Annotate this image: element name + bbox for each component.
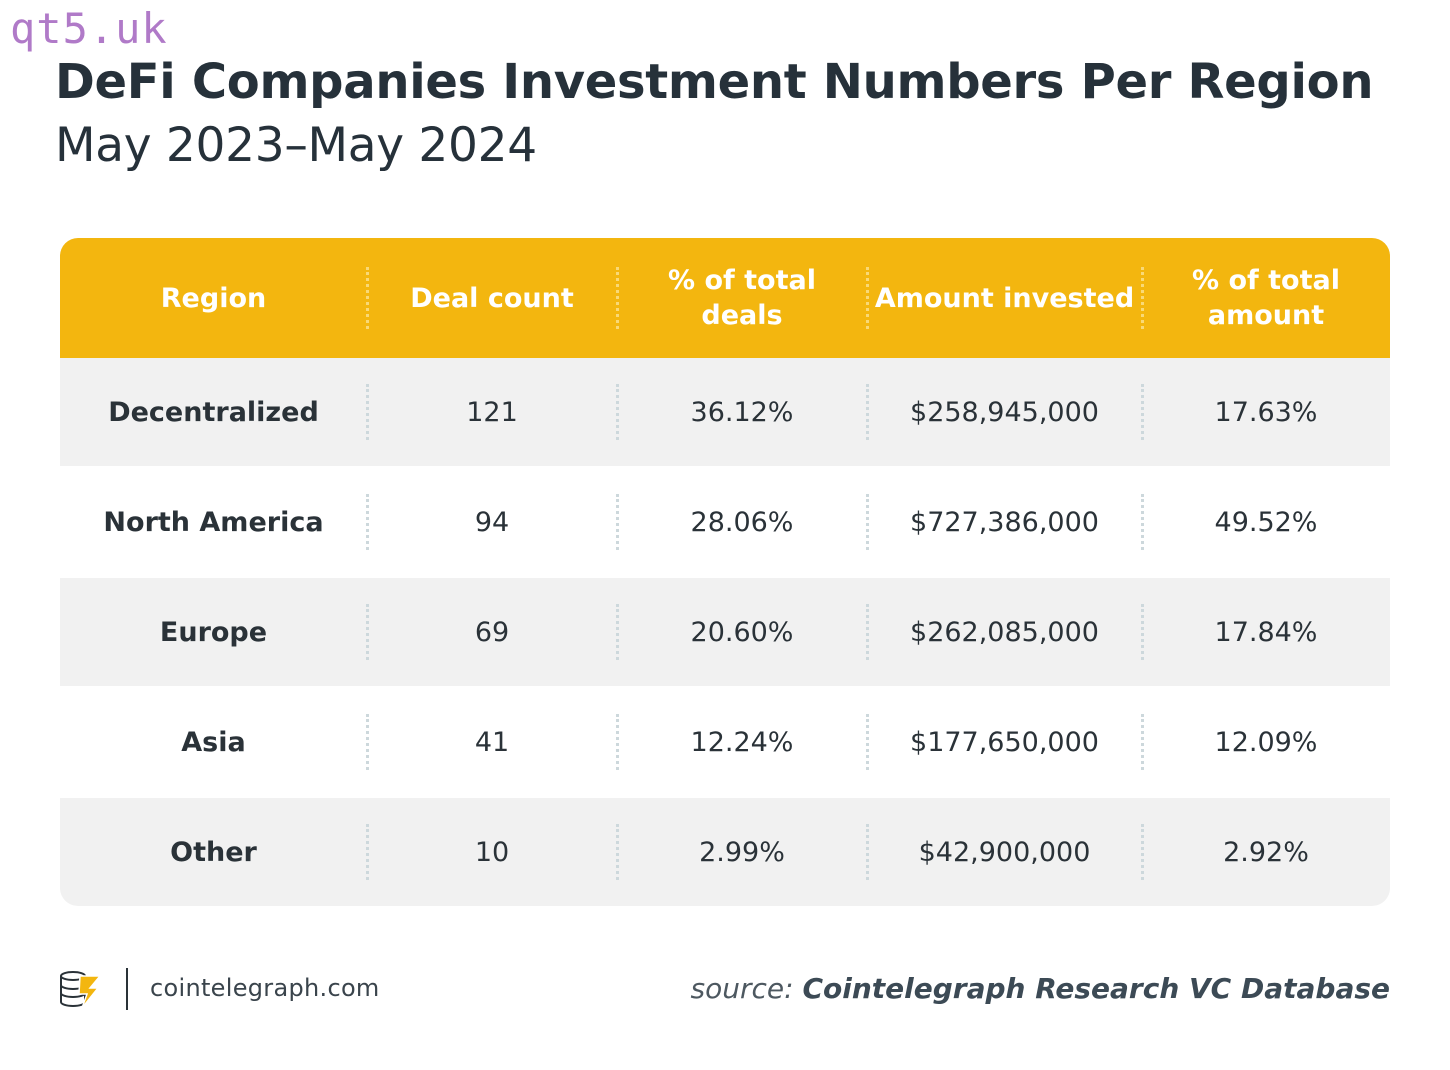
column-divider [1141,714,1144,770]
pct-deals-cell: 12.24% [690,726,794,758]
table-row: Decentralized 121 36.12% $258,945,000 17… [60,358,1390,466]
pct-deals-cell: 2.99% [699,836,785,868]
column-divider [1141,267,1144,329]
column-header-deal-count: Deal count [410,282,574,314]
column-divider [1141,824,1144,880]
deal-count-cell: 94 [474,506,510,538]
source-prefix: source: [690,972,794,1005]
pct-amount-cell: 49.52% [1214,506,1318,538]
source-name: Cointelegraph Research VC Database [802,972,1390,1005]
column-divider [366,714,369,770]
footer-site-link[interactable]: cointelegraph.com [150,974,380,1002]
column-divider [366,604,369,660]
column-header-region: Region [160,282,267,314]
watermark: qt5.uk [10,4,168,53]
pct-deals-cell: 20.60% [690,616,794,648]
pct-deals-cell: 28.06% [690,506,794,538]
region-cell: Asia [181,726,246,758]
column-divider [866,604,869,660]
table-row: Asia 41 12.24% $177,650,000 12.09% [60,686,1390,798]
column-divider [616,267,619,329]
region-cell: Other [170,836,257,868]
chart-title: DeFi Companies Investment Numbers Per Re… [55,54,1374,110]
column-divider [1141,494,1144,550]
region-cell: Decentralized [108,396,319,428]
column-divider [866,714,869,770]
column-divider [366,384,369,440]
pct-amount-cell: 2.92% [1223,836,1309,868]
column-divider [1141,384,1144,440]
region-cell: Europe [159,616,268,648]
column-divider [1141,604,1144,660]
footer-divider [126,968,128,1010]
table-row: Other 10 2.99% $42,900,000 2.92% [60,798,1390,906]
column-divider [866,494,869,550]
deal-count-cell: 121 [466,396,518,428]
column-divider [866,267,869,329]
table-row: North America 94 28.06% $727,386,000 49.… [60,466,1390,578]
column-header-pct-amount: % of total amount [1192,265,1340,331]
column-header-amount: Amount invested [874,282,1135,314]
amount-cell: $258,945,000 [910,396,1099,428]
deal-count-cell: 69 [474,616,510,648]
pct-amount-cell: 12.09% [1214,726,1318,758]
deal-count-cell: 10 [474,836,510,868]
column-divider [366,267,369,329]
cointelegraph-logo-icon [60,971,102,1009]
column-divider [366,824,369,880]
column-divider [616,604,619,660]
amount-cell: $42,900,000 [918,836,1091,868]
data-table: Region Deal count % of total deals Amoun… [60,238,1390,906]
table-header-row: Region Deal count % of total deals Amoun… [60,238,1390,358]
source-note: source: Cointelegraph Research VC Databa… [691,972,1390,1005]
table-row: Europe 69 20.60% $262,085,000 17.84% [60,578,1390,686]
deal-count-cell: 41 [474,726,510,758]
column-divider [616,824,619,880]
pct-amount-cell: 17.84% [1214,616,1318,648]
amount-cell: $177,650,000 [910,726,1099,758]
column-divider [616,384,619,440]
column-divider [866,384,869,440]
chart-subtitle: May 2023–May 2024 [55,118,537,173]
amount-cell: $262,085,000 [910,616,1099,648]
column-divider [366,494,369,550]
region-cell: North America [103,506,324,538]
amount-cell: $727,386,000 [910,506,1099,538]
column-divider [616,494,619,550]
column-header-pct-deals: % of total deals [668,265,816,331]
column-divider [866,824,869,880]
pct-deals-cell: 36.12% [690,396,794,428]
column-divider [616,714,619,770]
pct-amount-cell: 17.63% [1214,396,1318,428]
